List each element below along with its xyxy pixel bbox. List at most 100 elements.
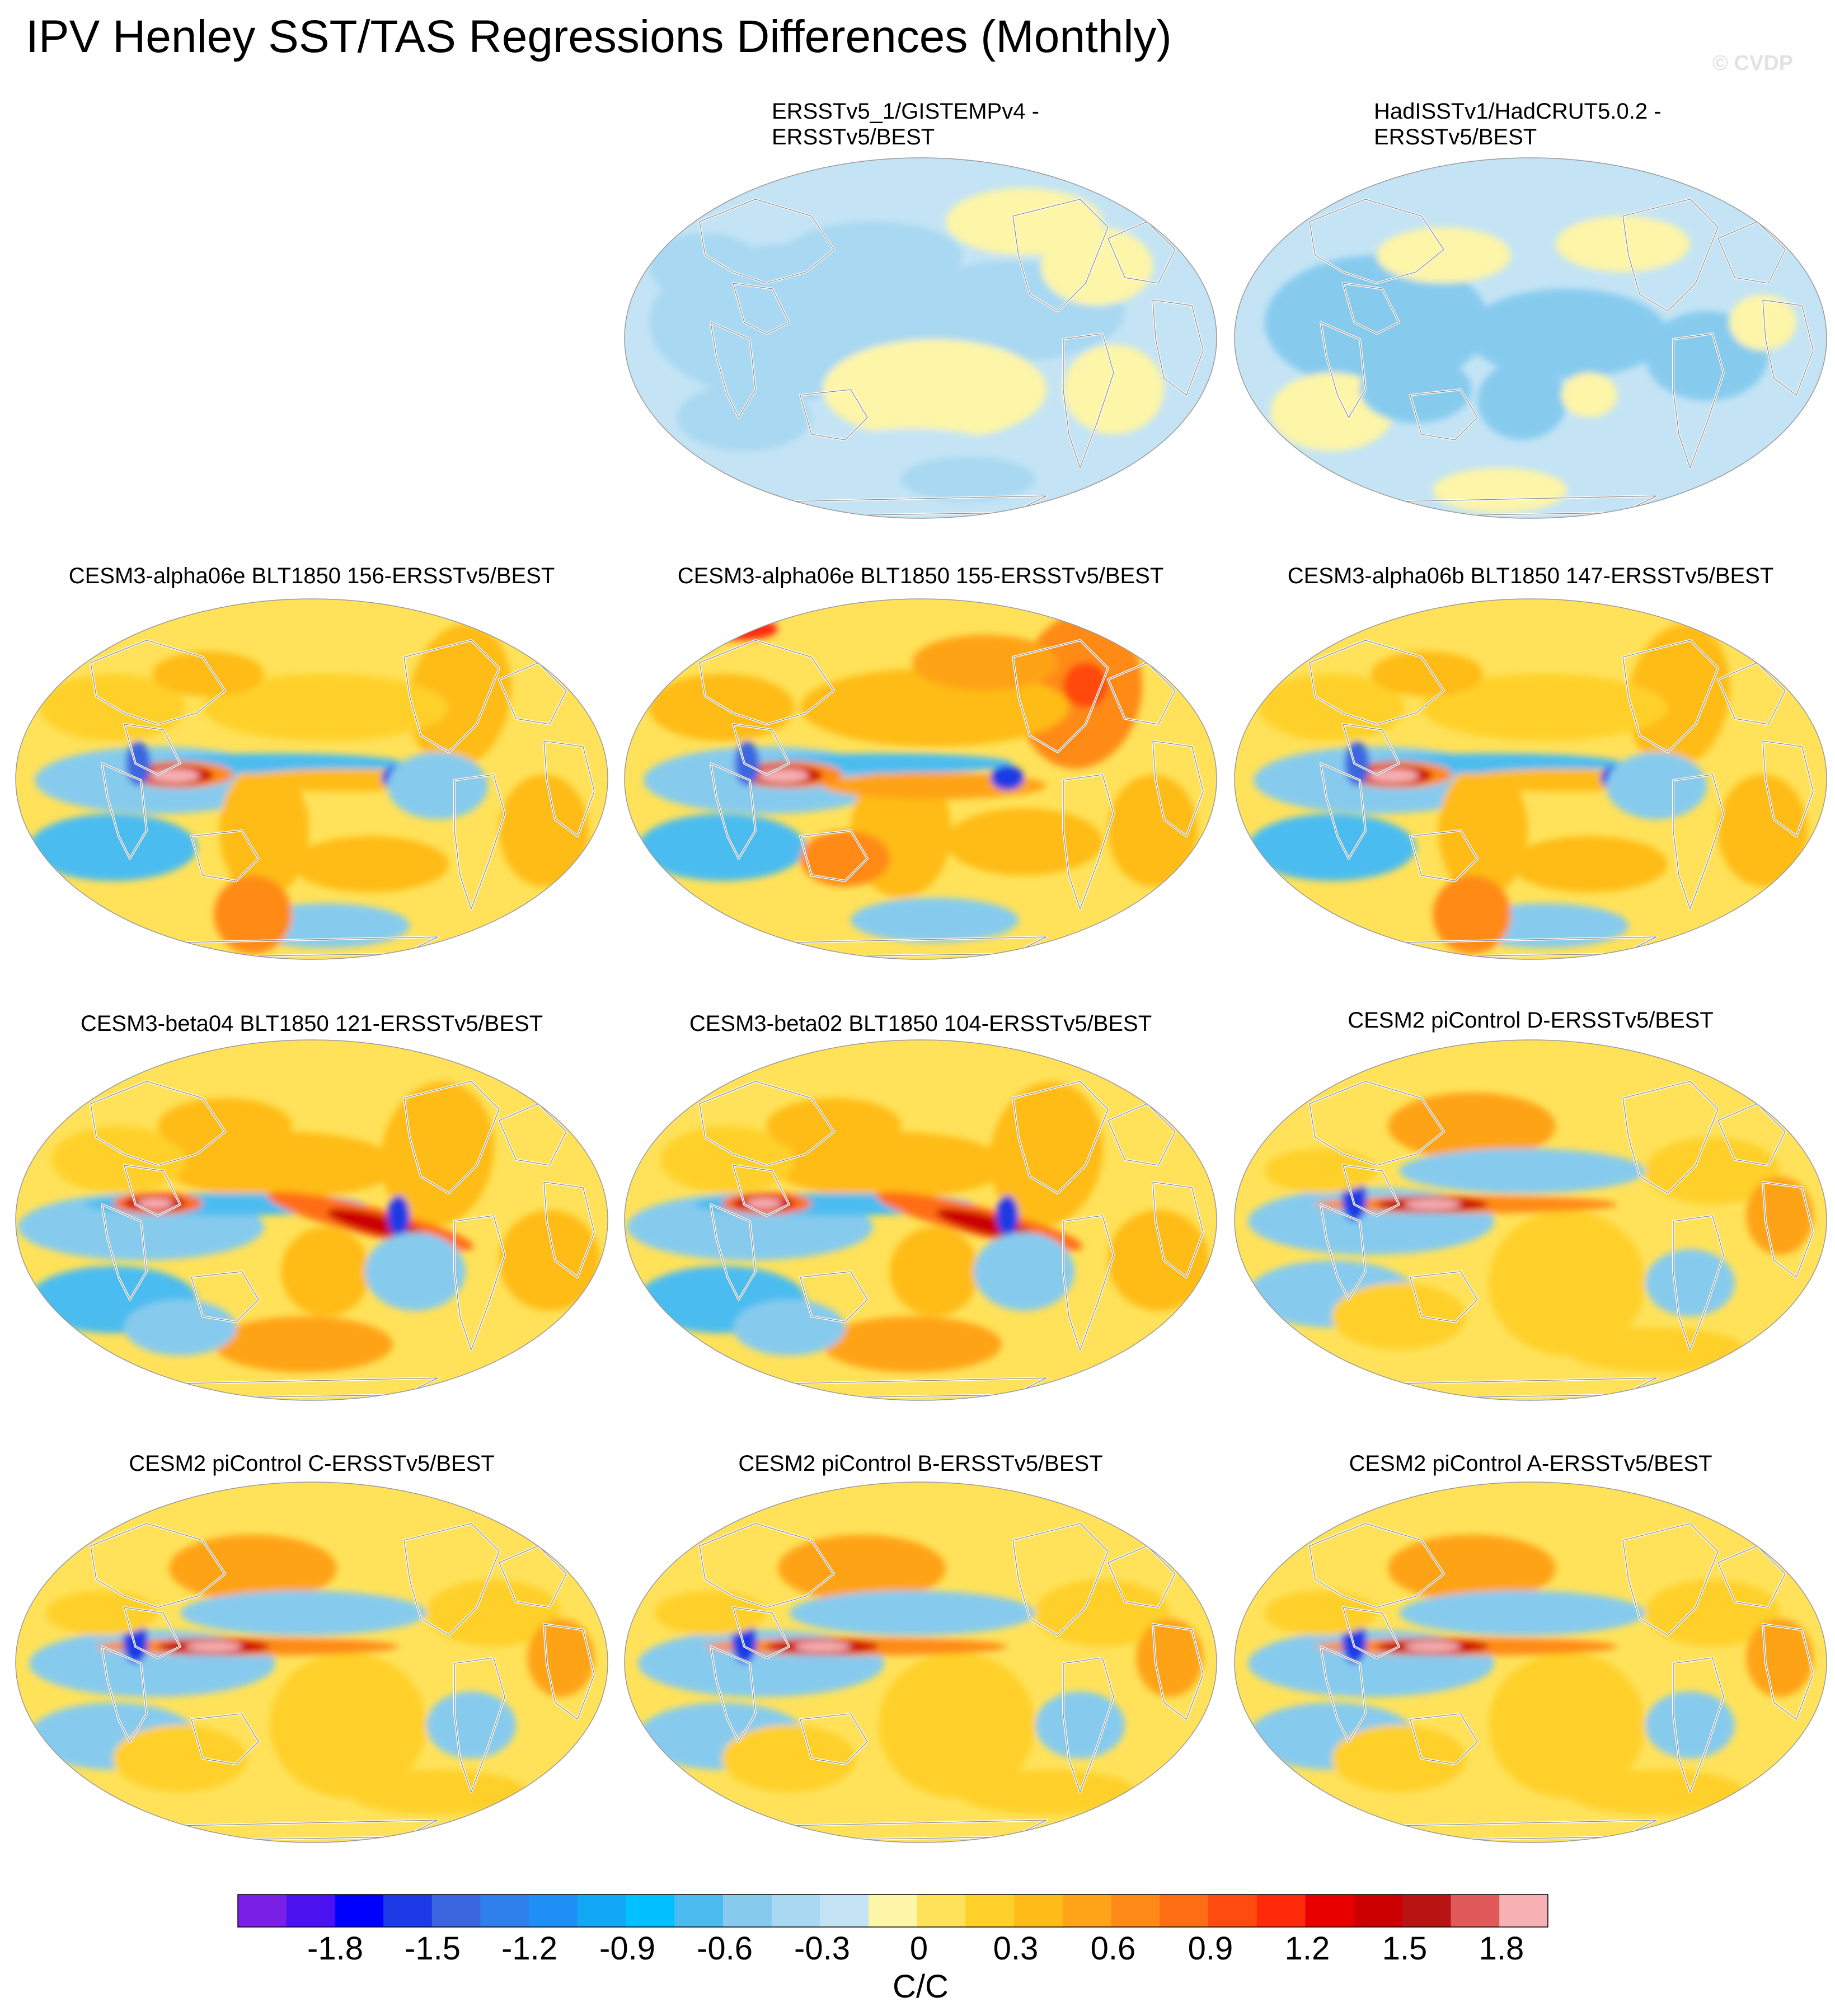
anomaly-region bbox=[1561, 373, 1617, 418]
colorbar-tick-label: 0.9 bbox=[1188, 1930, 1233, 1967]
anomaly-region bbox=[823, 339, 1046, 440]
anomaly-region bbox=[1108, 775, 1198, 887]
anomaly-region bbox=[946, 808, 1102, 875]
anomaly-region bbox=[499, 1210, 600, 1311]
anomaly-region bbox=[655, 1591, 767, 1635]
colorbar-tick-label: -1.8 bbox=[307, 1930, 363, 1967]
colorbar-swatch bbox=[917, 1895, 966, 1927]
anomaly-region bbox=[1489, 1210, 1645, 1356]
anomaly-region bbox=[677, 384, 811, 451]
colorbar-swatch bbox=[1014, 1895, 1063, 1927]
map-panel bbox=[1234, 157, 1827, 519]
copyright-label: © CVDP bbox=[1712, 51, 1794, 75]
colorbar-swatch bbox=[1160, 1895, 1209, 1927]
map-border bbox=[1234, 1039, 1827, 1401]
coastline-outline bbox=[1320, 322, 1366, 418]
anomaly-region bbox=[1371, 651, 1483, 696]
map-panel bbox=[1234, 1039, 1827, 1401]
panel-title: CESM2 piControl C-ERSSTv5/BEST bbox=[129, 1451, 495, 1476]
coastline-outline bbox=[1012, 640, 1109, 753]
coastline-outline bbox=[1063, 1215, 1114, 1351]
coastline-outline bbox=[1152, 299, 1204, 396]
coastline-outline bbox=[499, 1545, 567, 1608]
anomaly-region bbox=[499, 775, 589, 887]
anomaly-region bbox=[1627, 624, 1730, 768]
colorbar-tick-label: -1.5 bbox=[405, 1930, 461, 1967]
colorbar-swatch bbox=[771, 1895, 820, 1927]
coastline-outline bbox=[1622, 640, 1719, 753]
anomaly-region bbox=[426, 1691, 516, 1759]
anomaly-region bbox=[890, 1227, 979, 1316]
anomaly-region bbox=[851, 898, 1019, 943]
colorbar bbox=[237, 1894, 1548, 1928]
colorbar-tick-label: 0 bbox=[909, 1930, 928, 1967]
coastline-outline bbox=[800, 1271, 868, 1323]
anomaly-region bbox=[1438, 763, 1528, 898]
coastline-outline bbox=[191, 1271, 259, 1323]
coastline-outline bbox=[710, 1646, 756, 1742]
colorbar-tick-label: 1.2 bbox=[1284, 1930, 1330, 1967]
coastline-outline bbox=[1152, 740, 1204, 837]
coastline-outline bbox=[543, 740, 595, 837]
map-border bbox=[1234, 598, 1827, 960]
colorbar-swatch bbox=[335, 1895, 384, 1927]
anomaly-region bbox=[149, 769, 200, 782]
coastline-outline bbox=[454, 1215, 505, 1351]
coastline-outline bbox=[1107, 221, 1176, 284]
map-border bbox=[624, 1039, 1217, 1401]
anomaly-region bbox=[746, 1198, 782, 1208]
anomaly-region bbox=[186, 1642, 242, 1652]
coastline-outline bbox=[1410, 389, 1478, 440]
anomaly-region bbox=[1399, 1148, 1645, 1193]
coastline-outline bbox=[1762, 299, 1814, 396]
anomaly-region bbox=[722, 1725, 856, 1792]
anomaly-region bbox=[1368, 769, 1419, 782]
anomaly-region bbox=[1718, 775, 1808, 887]
anomaly-region bbox=[1332, 1725, 1466, 1792]
colorbar-tick-label: -1.2 bbox=[501, 1930, 557, 1967]
anomaly-region bbox=[124, 1300, 236, 1356]
anomaly-region bbox=[1489, 1652, 1645, 1798]
anomaly-region bbox=[989, 1081, 1104, 1227]
map-panel bbox=[624, 598, 1217, 960]
coastline-outline bbox=[1012, 199, 1109, 312]
coastline-outline bbox=[1410, 1713, 1478, 1765]
coastline-outline bbox=[1320, 1204, 1366, 1300]
colorbar-swatch bbox=[1354, 1895, 1403, 1927]
coastline-outline bbox=[1343, 1165, 1400, 1216]
anomaly-region bbox=[649, 233, 761, 300]
anomaly-region bbox=[1556, 216, 1690, 272]
anomaly-region bbox=[800, 831, 890, 887]
coastline-outline bbox=[1320, 1646, 1366, 1742]
anomaly-region bbox=[46, 1591, 158, 1635]
anomaly-region bbox=[1377, 227, 1511, 283]
map-border bbox=[15, 1039, 608, 1401]
coastline-outline bbox=[499, 662, 567, 725]
coastline-outline bbox=[699, 1081, 834, 1166]
panel-title: CESM3-beta02 BLT1850 104-ERSSTv5/BEST bbox=[689, 1011, 1152, 1036]
anomaly-region bbox=[912, 635, 1058, 691]
coastline-outline bbox=[90, 640, 226, 725]
anomaly-region bbox=[783, 222, 963, 289]
colorbar-tick-label: -0.3 bbox=[794, 1930, 850, 1967]
anomaly-region bbox=[1606, 752, 1707, 819]
coastline-outline bbox=[710, 763, 756, 859]
panel-title: CESM3-beta04 BLT1850 121-ERSSTv5/BEST bbox=[80, 1011, 543, 1036]
anomaly-region bbox=[1645, 1137, 1780, 1204]
coastline-outline bbox=[1152, 1182, 1204, 1278]
anomaly-region bbox=[1063, 345, 1164, 434]
coastline-outline bbox=[733, 724, 790, 775]
colorbar-swatch bbox=[1062, 1895, 1112, 1927]
anomaly-region bbox=[292, 836, 449, 892]
anomaly-region bbox=[1035, 1579, 1170, 1647]
colorbar-tick-label: -0.9 bbox=[599, 1930, 655, 1967]
anomaly-region bbox=[1108, 1210, 1209, 1311]
anomaly-region bbox=[152, 651, 264, 696]
coastline-outline bbox=[1309, 199, 1444, 284]
coastline-outline bbox=[403, 1081, 500, 1194]
anomaly-region bbox=[638, 814, 806, 881]
colorbar-swatch bbox=[965, 1895, 1015, 1927]
coastline-outline bbox=[1622, 1523, 1719, 1636]
coastline-outline bbox=[499, 1103, 567, 1166]
coastline-outline bbox=[699, 199, 834, 284]
